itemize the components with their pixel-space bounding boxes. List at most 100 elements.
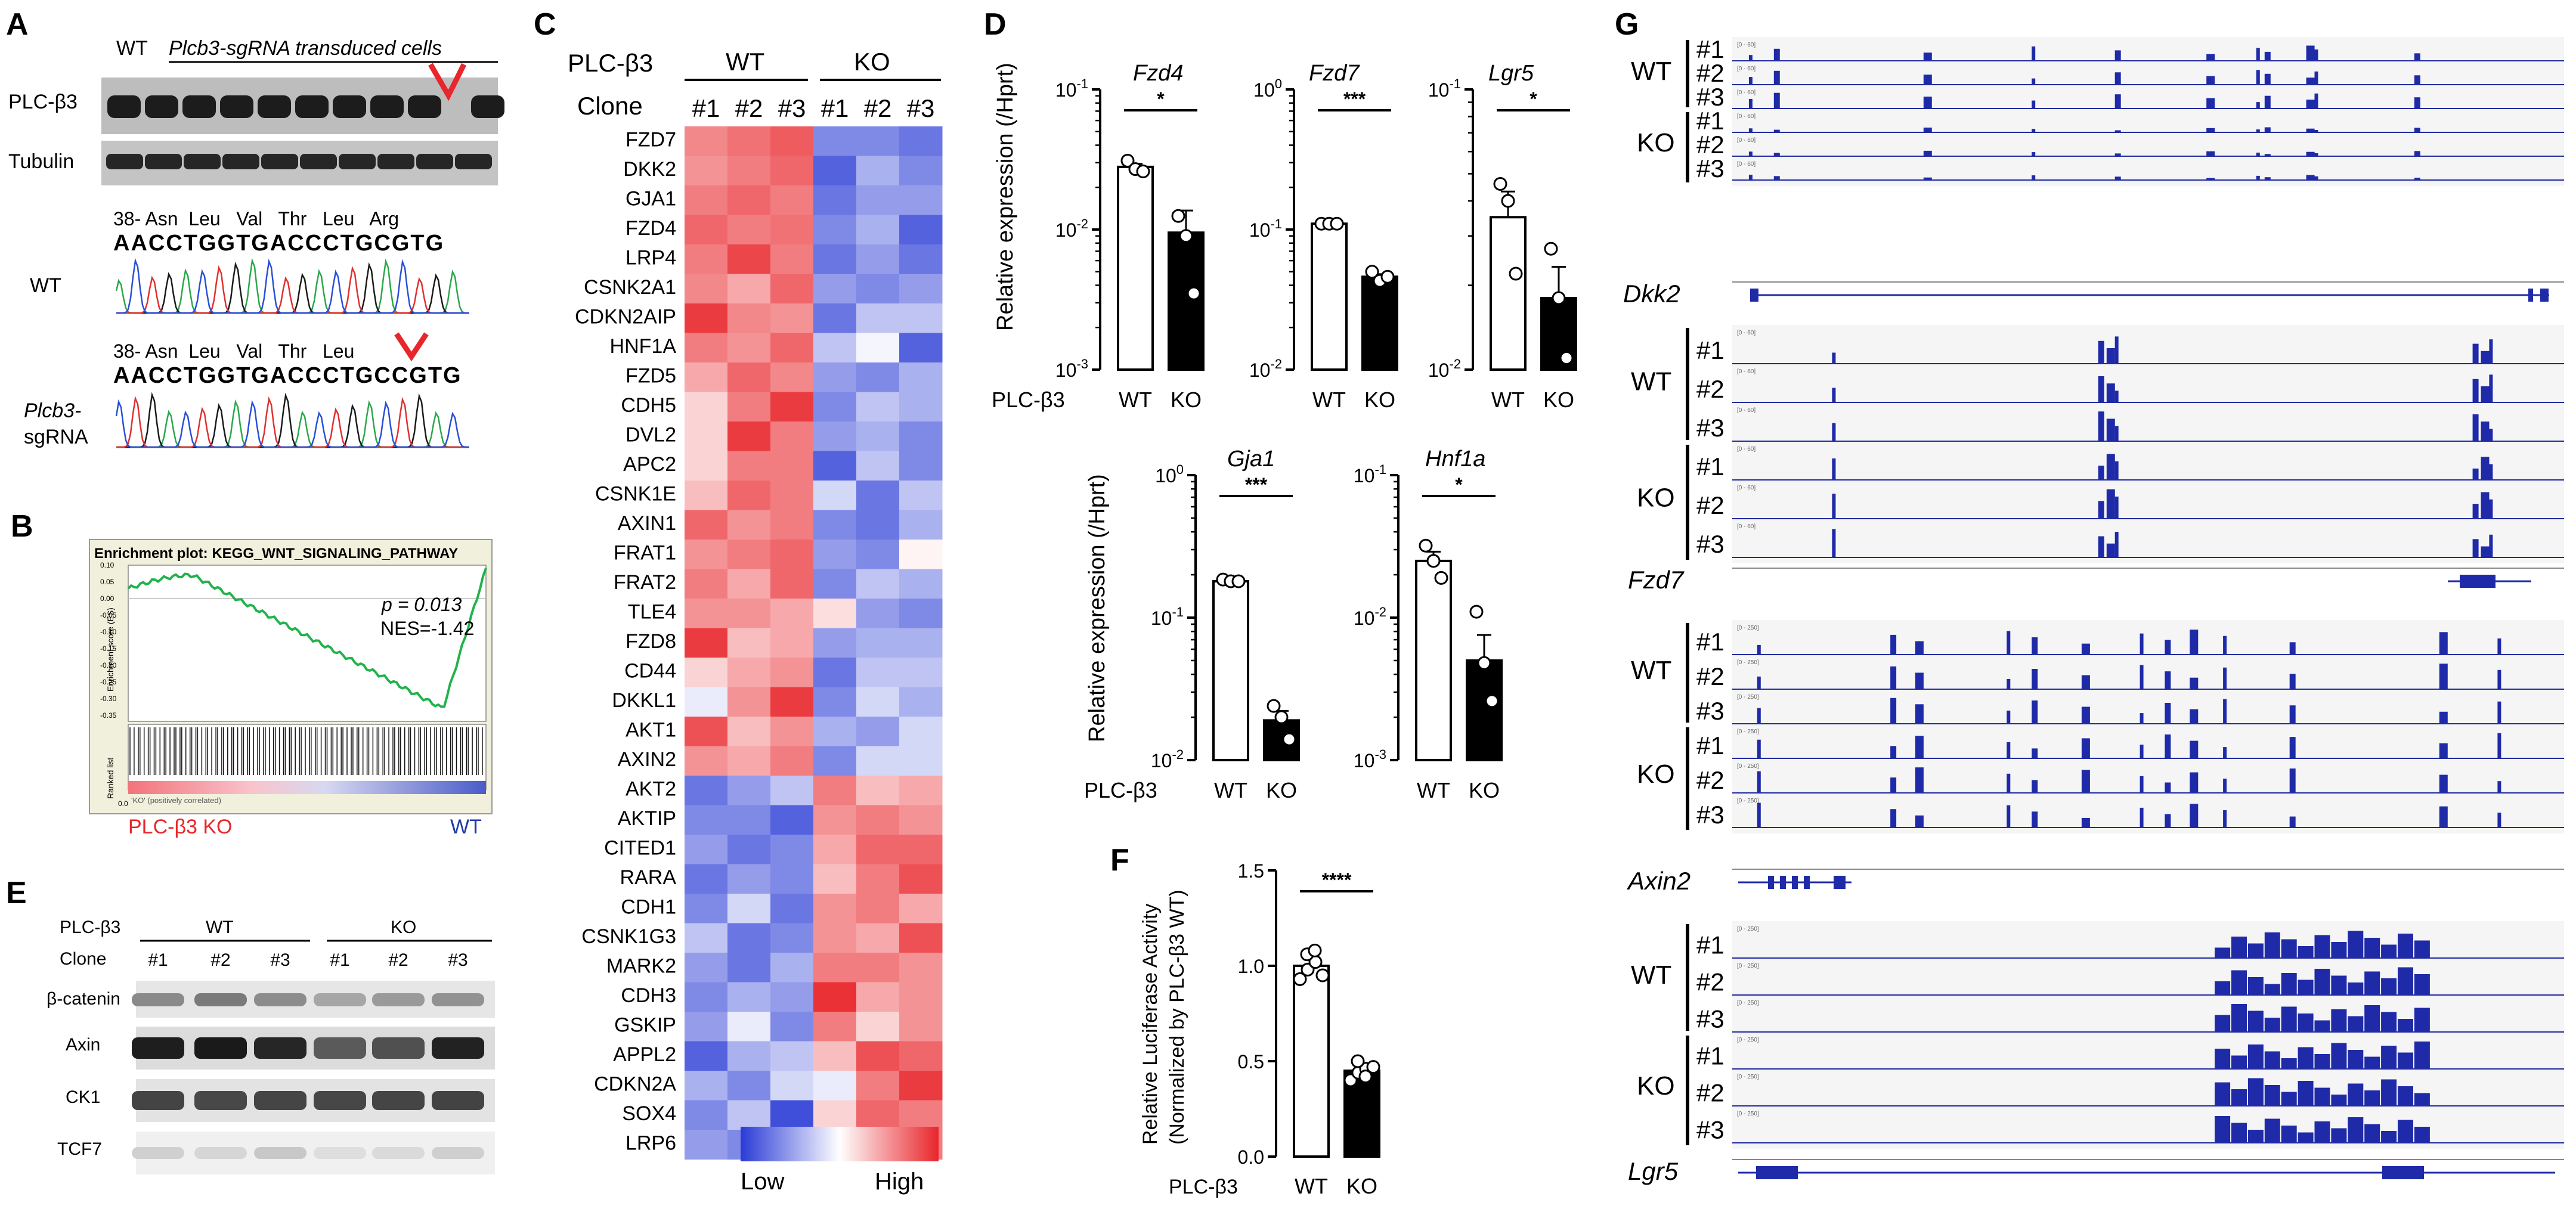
heatmap-cell: [899, 303, 943, 333]
track-peak: [1890, 666, 1897, 689]
replicate-label: #2: [1696, 491, 1724, 519]
heatmap-gene-label: DKK2: [623, 158, 676, 181]
gsea-title: Enrichment plot: KEGG_WNT_SIGNALING_PATH…: [94, 545, 458, 562]
heatmap-cell: [770, 274, 814, 304]
gene-model-exon: [2540, 289, 2549, 302]
gene-model-exon: [1768, 876, 1774, 889]
track-peak: [2247, 943, 2264, 958]
heatmap-cell: [813, 244, 857, 274]
chart-title: Lgr5: [1488, 61, 1534, 86]
heatmap-cell: [685, 835, 728, 864]
gene-model-exon: [2460, 575, 2496, 588]
track-peak: [2165, 814, 2171, 827]
track-peak: [2032, 700, 2038, 724]
panel-c-letter: C: [534, 7, 556, 42]
heatmap-cell: [899, 923, 943, 953]
gene-model-exon: [1834, 876, 1846, 889]
heatmap-gene-label: HNF1A: [610, 335, 677, 358]
track-peak: [2215, 1015, 2231, 1032]
heatmap-gene-label: GJA1: [626, 188, 676, 210]
track-range-label: [0 - 60]: [1737, 161, 1755, 168]
bar-wt: [1311, 222, 1348, 371]
track-peak: [2489, 534, 2493, 557]
locus-label: Fzd7: [1628, 566, 1685, 594]
heatmap-cell: [770, 303, 814, 333]
track-peak: [2081, 675, 2090, 689]
replicate-label: #3: [1696, 530, 1724, 558]
heatmap-cell: [813, 746, 857, 776]
plc-b3-band: [370, 95, 404, 118]
heatmap-cell: [856, 569, 900, 599]
data-point: [1282, 732, 1296, 746]
heatmap-cell: [685, 510, 728, 540]
track-peak: [2281, 1092, 2297, 1106]
gsea-p-value: p = 0.013: [381, 594, 462, 615]
heatmap-cell: [899, 599, 943, 628]
blot-band: [372, 1147, 425, 1159]
track-peak: [2098, 376, 2104, 402]
track-peak: [1832, 458, 1836, 480]
track-range-label: [0 - 250]: [1737, 963, 1759, 969]
heatmap-cell: [727, 835, 771, 864]
track-peak: [1748, 175, 1753, 180]
x-category-label: WT: [1417, 778, 1450, 802]
heatmap-cell: [685, 451, 728, 481]
replicate-label: #3: [1696, 83, 1724, 111]
heatmap-cell: [770, 1012, 814, 1042]
seq-ko-label-2: sgRNA: [24, 426, 88, 448]
heatmap-cell: [899, 185, 943, 215]
track-peak: [2414, 151, 2420, 156]
gsea-right-label: WT: [450, 816, 482, 838]
bar-ko: [1466, 659, 1503, 761]
significance-stars: *: [1530, 88, 1537, 110]
panel-a-transduced-label: Plcb3-sgRNA transduced cells: [169, 37, 442, 60]
blot-band: [132, 1147, 184, 1159]
gsea-rank-bar: [128, 781, 486, 794]
heatmap-cell: [685, 953, 728, 982]
blot-band: [132, 1037, 184, 1059]
track-peak: [2306, 78, 2315, 85]
track-peak: [2231, 1055, 2247, 1069]
heatmap-gene-label: CDH1: [621, 896, 676, 919]
gsea-ytick-label: -0.10: [100, 628, 117, 636]
track-peak: [2481, 421, 2490, 441]
track-peak: [2256, 129, 2260, 132]
heatmap-gene-label: AXIN2: [618, 748, 676, 771]
heatmap-cell: [770, 451, 814, 481]
track-peak: [2007, 710, 2011, 724]
track-peak: [2497, 813, 2501, 827]
panel-d-ylabel-top: Relative expression (/Hprt): [993, 63, 1018, 331]
gsea-rank-caption: 'KO' (positively correlated): [131, 796, 221, 805]
heatmap-cell: [813, 1041, 857, 1071]
heatmap-cell: [685, 274, 728, 304]
track-peak: [2439, 743, 2448, 758]
heatmap-cell: [770, 156, 814, 186]
data-point: [1231, 574, 1246, 588]
replicate-label: #1: [1696, 628, 1724, 656]
track-peak: [2215, 1049, 2231, 1069]
track-ko-label: KO: [1637, 483, 1675, 513]
plc-b3-band: [107, 95, 141, 118]
track-range-label: [0 - 60]: [1737, 368, 1755, 375]
panel-e-clones: #1 #2 #3 #1 #2 #3: [148, 950, 467, 970]
panel-c: C PLC-β3 Clone WT KO #1 #2 #3 #1 #2 #3 FZD7 DK…: [534, 7, 943, 1195]
track-peak: [2165, 703, 2171, 724]
heatmap-cell: [856, 982, 900, 1012]
track-peak: [1890, 634, 1897, 655]
track-peak: [1773, 70, 1780, 85]
heatmap-cell: [727, 481, 771, 510]
panel-d: D Relative expression (/Hprt) PLC-β3 Rel…: [984, 7, 1157, 802]
heatmap-cell: [685, 1100, 728, 1130]
track-peak: [2264, 73, 2271, 85]
heatmap-cell: [899, 540, 943, 569]
heatmap-gene-label: APPL2: [613, 1043, 676, 1066]
heatmap-cell: [813, 156, 857, 186]
y-tick-label: 10-1: [1249, 216, 1282, 241]
track-peak: [2331, 975, 2347, 995]
track-peak: [2264, 1018, 2280, 1032]
y-tick-label: 10-3: [1055, 357, 1088, 381]
track-peak: [2414, 53, 2420, 61]
plc-b3-band: [145, 95, 178, 118]
heatmap-cell: [856, 540, 900, 569]
blot-band: [432, 1147, 484, 1159]
